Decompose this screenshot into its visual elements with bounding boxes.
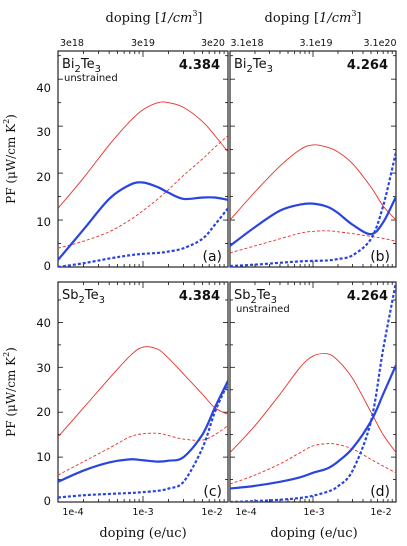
- y-axis-title-top: PF (μW/cm K2): [2, 114, 18, 204]
- series-line-thick-dashed: [230, 282, 396, 502]
- top-tick-label-a-2: 3e20: [201, 38, 225, 49]
- top-tick-label-b-2: 3.1e20: [363, 38, 396, 49]
- top-tick-label-b-0: 3.1e18: [230, 38, 263, 49]
- bottom-tick-label-d-0: 1e-4: [235, 507, 256, 518]
- panel-material-label: Sb2Te3: [62, 288, 105, 306]
- series-line-thick-solid: [230, 364, 396, 490]
- series-line-thick-dashed: [230, 151, 396, 267]
- top-axis-title-right: doping [1/cm3]: [265, 9, 362, 26]
- y-tick-label-bottom-2: 20: [36, 405, 51, 419]
- series-line-thick-dashed: [58, 207, 228, 267]
- bottom-axis-title-right: doping (e/uc): [270, 526, 357, 541]
- panel-b: Bi2Te3 4.264 (b): [229, 50, 397, 268]
- y-tick-label-bottom-1: 10: [36, 450, 51, 464]
- series-line-thick-solid: [58, 380, 228, 483]
- series-line-thin-dashed: [230, 230, 396, 254]
- panel-c: Sb2Te3 4.384 (c): [57, 281, 229, 503]
- y-tick-label-top-1: 10: [36, 215, 51, 229]
- y-tick-label-bottom-4: 40: [36, 316, 51, 330]
- bottom-tick-label-d-2: 1e-2: [370, 507, 391, 518]
- top-tick-label-a-1: 3e19: [131, 38, 155, 49]
- panel-value-label: 4.384: [179, 58, 220, 73]
- y-tick-label-bottom-0: 0: [44, 494, 51, 508]
- panel-value-label: 4.264: [347, 289, 388, 304]
- series-line-thin-dashed: [230, 443, 396, 485]
- panel-note-label: unstrained: [236, 304, 290, 315]
- bottom-tick-label-d-1: 1e-3: [303, 507, 324, 518]
- series-line-thin-solid: [58, 346, 228, 438]
- panel-frame: [57, 281, 229, 503]
- panel-material-label: Bi2Te3: [234, 57, 273, 75]
- bottom-tick-label-c-1: 1e-3: [132, 507, 153, 518]
- panel-letter-label: (c): [203, 484, 222, 500]
- panel-frame: [229, 281, 397, 503]
- bottom-tick-label-c-0: 1e-4: [62, 507, 83, 518]
- panel-letter-label: (d): [370, 484, 390, 500]
- bottom-axis-title-left: doping (e/uc): [99, 526, 186, 541]
- panel-value-label: 4.264: [347, 58, 388, 73]
- y-tick-label-top-0: 0: [44, 259, 51, 273]
- panel-material-label: Bi2Te3: [62, 57, 101, 75]
- series-line-thick-dashed: [58, 382, 228, 499]
- panel-value-label: 4.384: [179, 289, 220, 304]
- top-axis-title-left: doping [1/cm3]: [106, 9, 203, 26]
- panel-material-label: Sb2Te3: [234, 288, 277, 306]
- y-tick-label-top-3: 30: [36, 125, 51, 139]
- series-line-thin-dashed: [58, 135, 228, 249]
- series-line-thick-solid: [58, 181, 228, 261]
- y-tick-label-bottom-3: 30: [36, 361, 51, 375]
- bottom-tick-label-c-2: 1e-2: [201, 507, 222, 518]
- y-tick-label-top-4: 40: [36, 81, 51, 95]
- y-tick-label-top-2: 20: [36, 170, 51, 184]
- series-line-thin-solid: [58, 101, 228, 209]
- series-line-thin-solid: [230, 144, 396, 221]
- panel-letter-label: (b): [370, 249, 390, 265]
- series-line-thin-solid: [230, 353, 396, 453]
- series-line-thick-solid: [230, 196, 396, 247]
- top-tick-label-a-0: 3e18: [60, 38, 84, 49]
- top-tick-label-b-1: 3.1e19: [299, 38, 332, 49]
- panel-letter-label: (a): [202, 249, 222, 265]
- panel-note-label: unstrained: [64, 73, 118, 84]
- y-axis-title-bottom: PF (μW/cm K2): [2, 347, 18, 437]
